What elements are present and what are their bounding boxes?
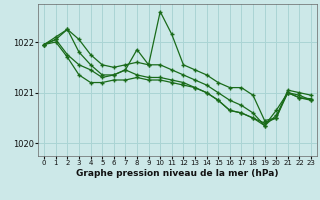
X-axis label: Graphe pression niveau de la mer (hPa): Graphe pression niveau de la mer (hPa): [76, 169, 279, 178]
